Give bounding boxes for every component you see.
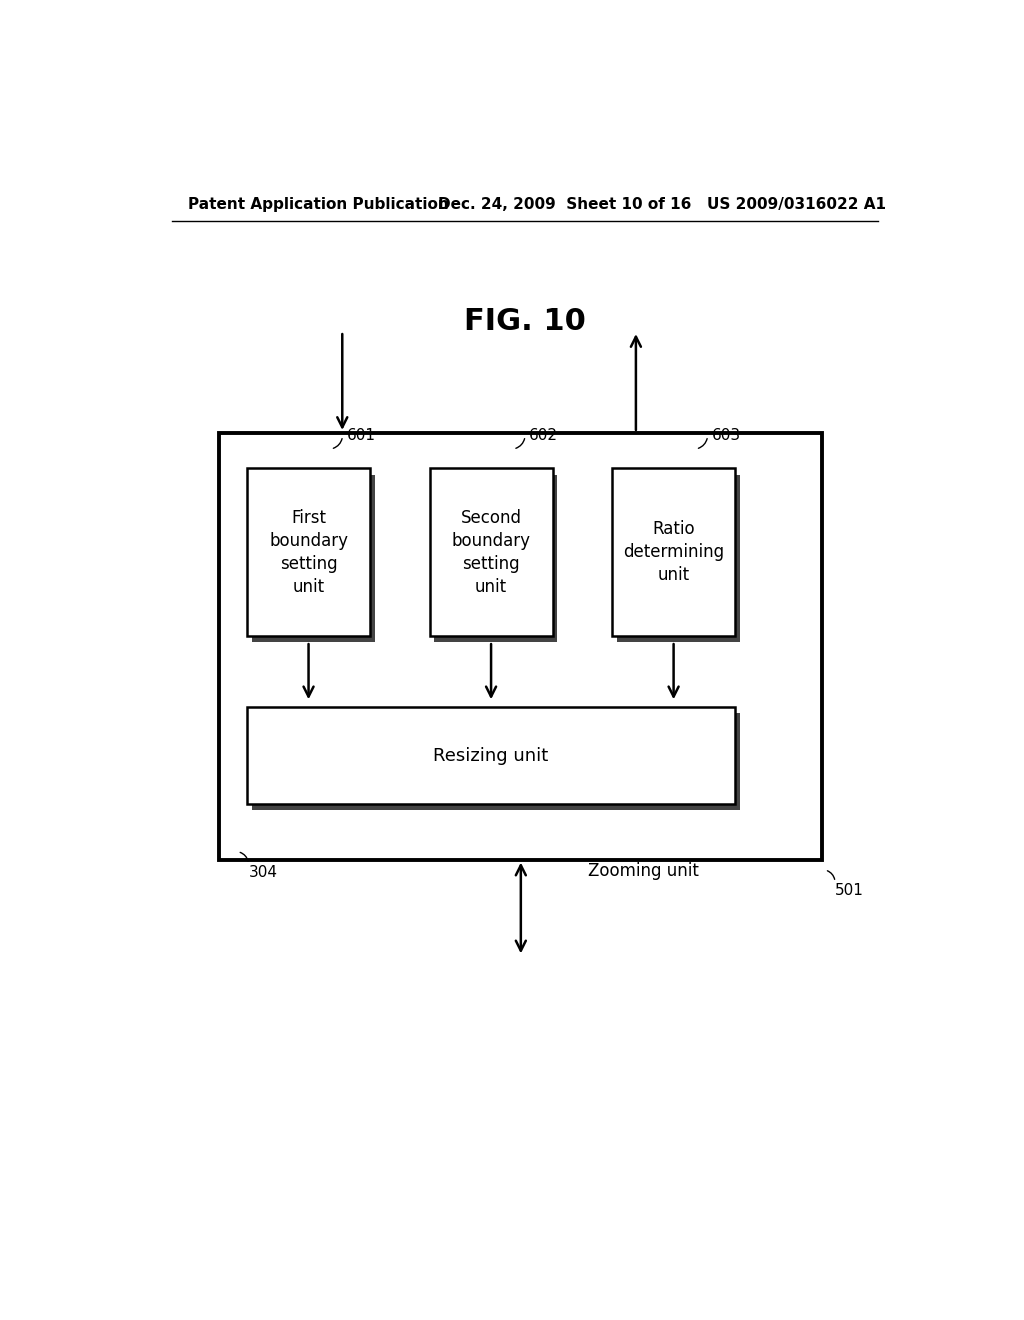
Bar	[252, 713, 740, 810]
Text: 602: 602	[529, 428, 558, 444]
Text: Patent Application Publication: Patent Application Publication	[187, 197, 449, 211]
Bar	[247, 469, 370, 636]
Bar	[252, 474, 375, 643]
Bar	[434, 474, 557, 643]
Text: Resizing unit: Resizing unit	[433, 747, 549, 764]
Text: 304: 304	[249, 865, 278, 880]
Text: Dec. 24, 2009  Sheet 10 of 16: Dec. 24, 2009 Sheet 10 of 16	[437, 197, 691, 211]
Text: Zooming unit: Zooming unit	[588, 862, 699, 879]
Bar	[612, 469, 735, 636]
Bar	[219, 433, 822, 859]
Text: Ratio
determining
unit: Ratio determining unit	[623, 520, 724, 585]
Text: 603: 603	[712, 428, 740, 444]
Text: FIG. 10: FIG. 10	[464, 306, 586, 335]
Text: 501: 501	[836, 883, 864, 898]
Bar	[616, 474, 740, 643]
Text: 601: 601	[346, 428, 376, 444]
Text: US 2009/0316022 A1: US 2009/0316022 A1	[708, 197, 887, 211]
Bar	[247, 708, 735, 804]
Text: First
boundary
setting
unit: First boundary setting unit	[269, 510, 348, 595]
Text: Second
boundary
setting
unit: Second boundary setting unit	[452, 510, 530, 595]
Bar	[430, 469, 553, 636]
